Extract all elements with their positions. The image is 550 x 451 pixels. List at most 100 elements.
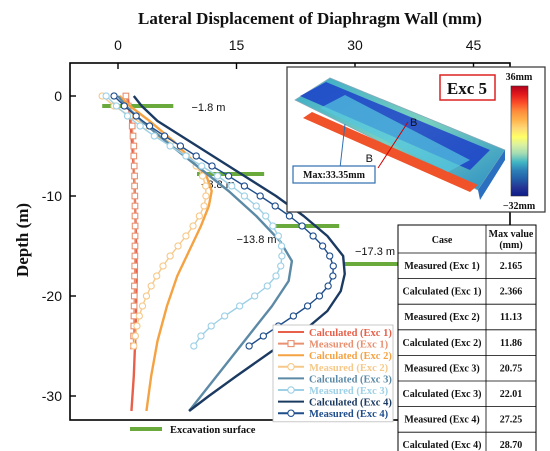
x-tick-label: 0: [114, 37, 122, 53]
legend-entry: Calculated (Exc 2): [309, 351, 392, 362]
data-point: [236, 302, 244, 310]
data-point: [245, 342, 253, 350]
data-point: [142, 292, 151, 300]
x-tick-label: 30: [347, 37, 363, 53]
table-header-max-line: Max value: [489, 229, 534, 240]
data-point: [289, 312, 298, 320]
data-point: [131, 272, 138, 280]
table-cell-case: Measured (Exc 1): [404, 261, 479, 272]
data-point: [147, 282, 155, 290]
data-point: [131, 222, 139, 230]
y-tick-label: -10: [42, 188, 62, 204]
data-point: [256, 192, 264, 200]
data-point: [202, 192, 210, 200]
data-point: [174, 242, 182, 250]
excavation-depth-label: −17.3 m: [355, 246, 395, 258]
data-point: [200, 202, 208, 210]
data-point: [318, 242, 327, 250]
data-point: [329, 262, 337, 270]
data-point: [131, 332, 140, 340]
y-tick-label: -20: [42, 288, 62, 304]
colorbar: [510, 85, 529, 197]
data-point: [272, 272, 280, 280]
data-point: [228, 182, 236, 190]
data-point: [131, 192, 139, 200]
data-point: [131, 242, 139, 250]
data-point: [198, 162, 206, 170]
data-point: [135, 312, 143, 320]
data-point: [190, 342, 198, 350]
data-point: [263, 282, 271, 290]
data-point: [131, 232, 139, 240]
data-point: [285, 212, 294, 220]
data-point: [262, 212, 270, 220]
data-point: [131, 172, 138, 180]
data-point: [202, 182, 210, 190]
data-point: [182, 152, 190, 160]
data-point: [192, 152, 200, 160]
axis-ticks: 0 15 30 45 0 -10 -20 -30: [42, 37, 482, 404]
data-point: [130, 292, 138, 300]
data-point: [166, 252, 174, 260]
x-tick-label: 15: [229, 37, 245, 53]
excavation-depth-label: −13.8 m: [237, 234, 277, 246]
y-axis-title: Depth (m): [13, 203, 32, 277]
data-point: [252, 202, 260, 210]
data-point: [240, 182, 249, 190]
data-point: [271, 202, 279, 210]
data-point: [197, 332, 205, 340]
data-point: [112, 102, 121, 110]
data-point: [131, 212, 139, 220]
chart-title: Lateral Displacement of Diaphragm Wall (…: [138, 9, 482, 28]
max-label-box: [292, 165, 376, 184]
series-line-3: [118, 95, 213, 412]
data-point: [303, 302, 312, 310]
data-point: [136, 122, 144, 130]
model-inner-face: [320, 95, 470, 172]
data-point: [132, 112, 140, 120]
table-header-max: Max value (mm): [489, 229, 534, 251]
data-point: [224, 172, 233, 180]
table-cell-case: Calculated (Exc 1): [403, 287, 482, 298]
data-point: [130, 142, 138, 150]
data-point: [130, 302, 138, 310]
max-pointer: [339, 123, 346, 169]
table-cell-case: Calculated (Exc 4): [403, 440, 482, 451]
data-point: [102, 92, 110, 100]
data-point: [130, 342, 138, 350]
data-point: [133, 322, 141, 330]
series-line-7: [132, 95, 346, 412]
data-point: [166, 142, 174, 150]
data-point: [220, 312, 229, 320]
data-point: [153, 272, 161, 280]
max-label: Max:33.35mm: [303, 170, 366, 181]
data-point: [259, 332, 268, 340]
colorbar-min-label: −32mm: [503, 201, 536, 212]
data-point: [145, 122, 154, 130]
data-point: [123, 112, 132, 120]
section-marker-label: B: [410, 117, 417, 129]
y-tick-label: -30: [42, 388, 62, 404]
legend-marker: [287, 386, 295, 394]
data-point: [189, 222, 197, 230]
data-point: [131, 252, 139, 260]
model-front-strip: [303, 112, 478, 192]
table-border: [397, 224, 537, 451]
data-point: [120, 102, 128, 110]
legend-entry: Measured (Exc 4): [309, 409, 389, 420]
data-point: [207, 322, 215, 330]
data-point: [138, 302, 147, 310]
y-tick-label: 0: [54, 88, 62, 104]
table-cell-value: 2.165: [500, 261, 523, 272]
data-point: [309, 232, 317, 240]
data-point: [182, 232, 190, 240]
data-point: [150, 132, 158, 140]
data-point: [208, 162, 216, 170]
data-point: [326, 252, 334, 260]
data-point: [160, 132, 169, 140]
legend: Calculated (Exc 1)Measured (Exc 1)Calcul…: [130, 324, 394, 436]
data-point: [131, 282, 138, 290]
data-point: [130, 162, 138, 170]
